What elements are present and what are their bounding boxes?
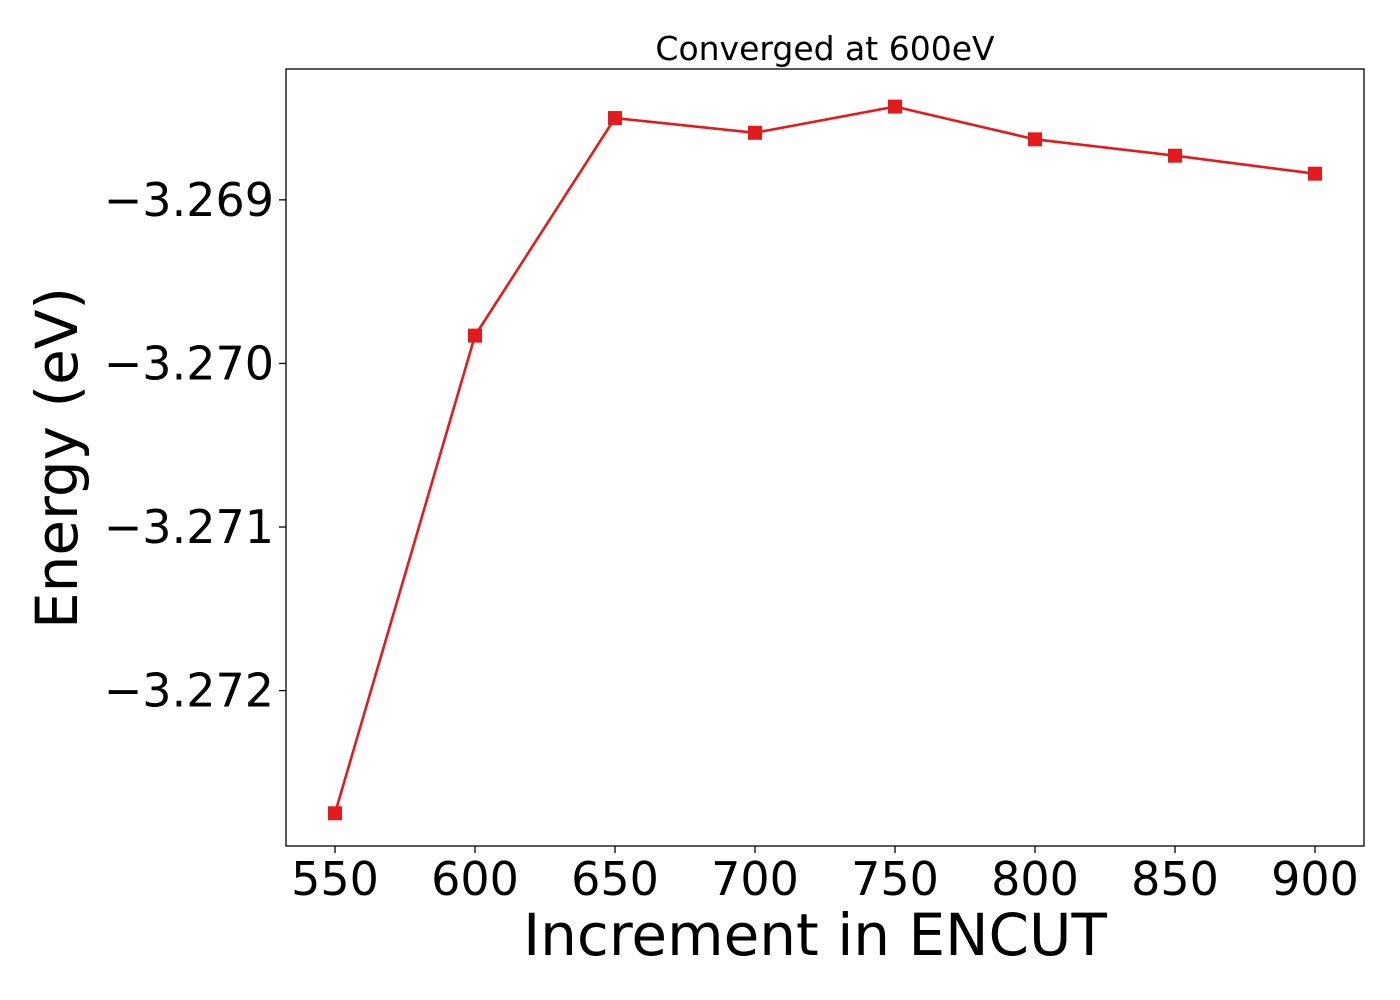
x-tick-label: 800 — [991, 852, 1079, 906]
plot-frame — [285, 68, 1365, 847]
x-tick-label: 850 — [1131, 852, 1219, 906]
data-point-marker — [1308, 166, 1322, 181]
data-point-marker — [328, 806, 342, 821]
x-tick-label: 700 — [711, 852, 799, 906]
y-axis-ticks: −3.272 −3.271 −3.270 −3.269 — [104, 173, 286, 718]
x-tick-label: 650 — [571, 852, 659, 906]
y-axis-label: Energy (eV) — [23, 287, 91, 629]
x-axis-label: Increment in ENCUT — [523, 901, 1107, 969]
series-layer — [328, 99, 1322, 821]
x-tick-label: 600 — [431, 852, 519, 906]
data-point-marker — [888, 99, 902, 114]
x-tick-label: 900 — [1271, 852, 1359, 906]
y-tick-label: −3.269 — [104, 173, 274, 227]
y-tick-label: −3.271 — [104, 500, 274, 554]
data-point-marker — [468, 328, 482, 343]
data-point-marker — [748, 125, 762, 140]
data-point-marker — [608, 111, 622, 126]
data-point-marker — [1168, 148, 1182, 163]
series-line — [333, 105, 1316, 814]
x-tick-label: 550 — [291, 852, 379, 906]
chart-title: Converged at 600eV — [655, 29, 995, 68]
y-tick-label: −3.270 — [104, 336, 274, 390]
y-tick-label: −3.272 — [104, 664, 274, 718]
x-axis-ticks: 550 600 650 700 750 800 850 900 — [291, 846, 1359, 906]
x-tick-label: 750 — [851, 852, 939, 906]
data-point-marker — [1028, 132, 1042, 147]
